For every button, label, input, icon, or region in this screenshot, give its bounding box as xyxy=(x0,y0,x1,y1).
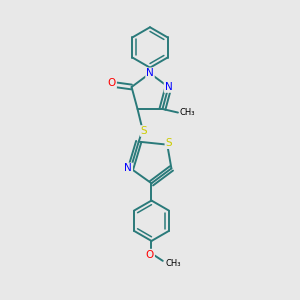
Text: O: O xyxy=(108,78,116,88)
Text: N: N xyxy=(165,82,172,92)
Text: N: N xyxy=(124,164,132,173)
Text: S: S xyxy=(141,126,147,136)
Text: CH₃: CH₃ xyxy=(180,108,195,117)
Text: O: O xyxy=(146,250,154,260)
Text: S: S xyxy=(165,138,172,148)
Text: N: N xyxy=(146,68,154,78)
Text: CH₃: CH₃ xyxy=(165,259,181,268)
